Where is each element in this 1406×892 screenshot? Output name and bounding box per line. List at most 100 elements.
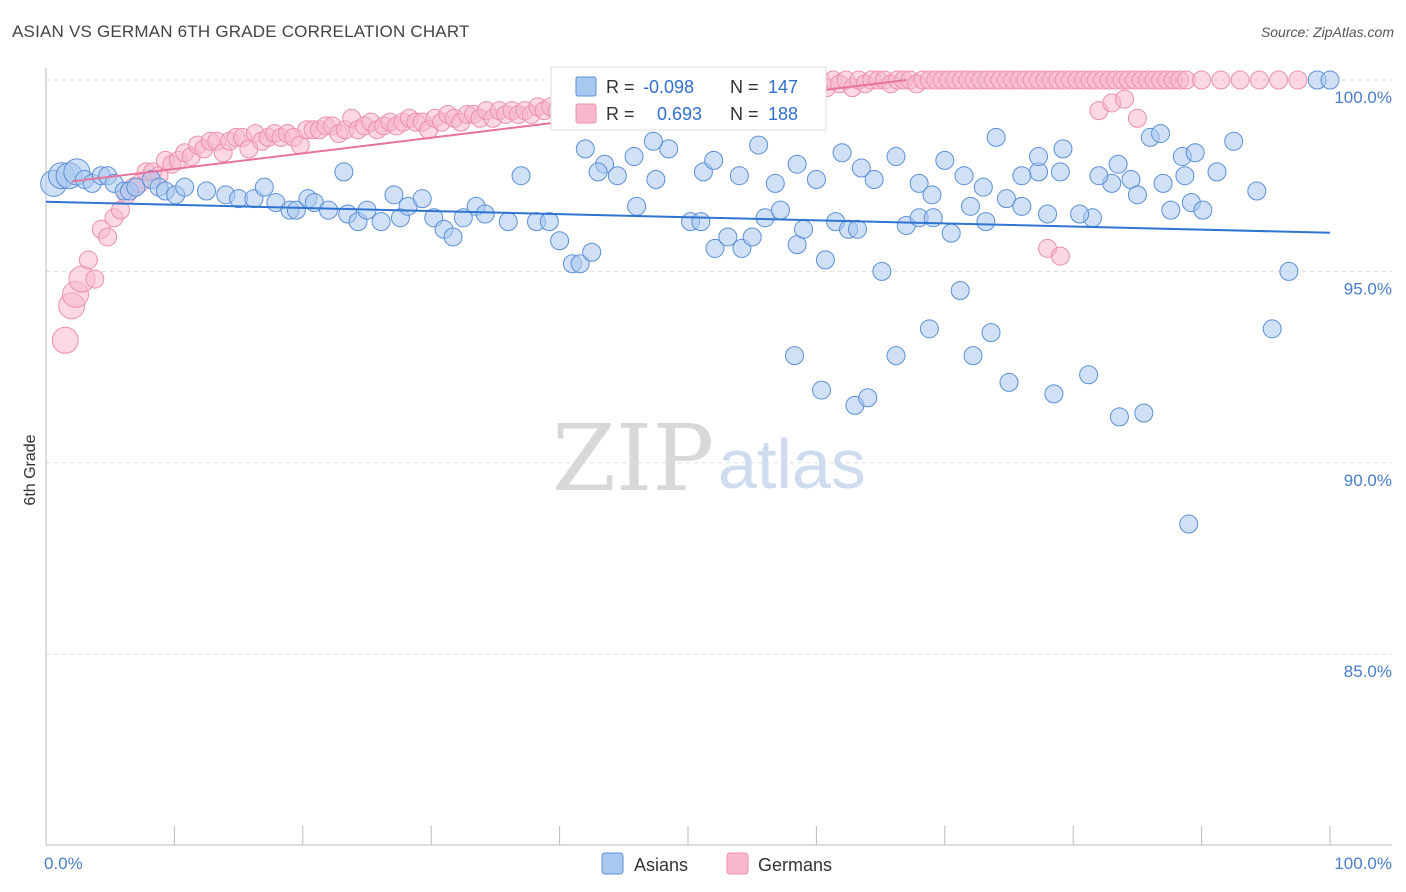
asian-point-16 xyxy=(175,177,195,197)
germans-legend-swatch xyxy=(726,852,749,875)
y-axis-title: 6th Grade xyxy=(22,434,39,505)
german-point-176 xyxy=(1192,70,1212,90)
y-tick-label-2: 90.0% xyxy=(1344,471,1392,490)
german-legend-swatch xyxy=(575,103,597,124)
german-point-5 xyxy=(85,269,105,289)
asian-point-40 xyxy=(453,208,473,228)
asian-point-133 xyxy=(981,323,1001,343)
asian-n-value: 147 xyxy=(768,77,798,97)
asian-point-21 xyxy=(254,177,274,197)
german-n-label: N = xyxy=(730,104,759,124)
y-tick-label-0: 100.0% xyxy=(1334,88,1392,107)
asians-legend-swatch xyxy=(601,852,624,875)
axes xyxy=(45,68,1392,846)
asian-point-115 xyxy=(1070,204,1090,224)
asian-point-75 xyxy=(960,196,980,216)
asians-legend-label: Asians xyxy=(634,855,688,875)
watermark-atlas: atlas xyxy=(718,425,866,503)
asian-point-77 xyxy=(996,189,1016,209)
asian-point-39 xyxy=(443,227,463,247)
asian-point-53 xyxy=(627,196,647,216)
asian-point-57 xyxy=(691,212,711,232)
asian-point-69 xyxy=(872,261,892,281)
asian-point-101 xyxy=(806,170,826,190)
asian-point-90 xyxy=(575,139,595,159)
asian-point-92 xyxy=(624,147,644,167)
asian-point-61 xyxy=(742,227,762,247)
asian-point-59 xyxy=(718,227,738,247)
stats-legend: R = -0.098 N = 147 R = 0.693 N = 188 xyxy=(550,66,827,131)
asian-r-label: R = xyxy=(606,77,635,97)
asian-point-143 xyxy=(1320,70,1340,90)
asian-point-121 xyxy=(1175,166,1195,186)
asian-point-108 xyxy=(935,150,955,170)
asian-point-81 xyxy=(1053,139,1073,159)
asian-point-102 xyxy=(832,143,852,163)
stats-legend-box xyxy=(550,66,827,131)
asian-point-97 xyxy=(749,135,769,155)
german-point-183 xyxy=(1050,246,1070,266)
asian-point-127 xyxy=(812,380,832,400)
asian-point-131 xyxy=(919,319,939,339)
germans-legend-label: Germans xyxy=(758,855,832,875)
asian-point-124 xyxy=(1224,131,1244,151)
asian-point-95 xyxy=(704,150,724,170)
german-point-4 xyxy=(78,250,98,270)
asian-point-140 xyxy=(1262,319,1282,339)
asian-point-27 xyxy=(318,200,338,220)
asian-point-113 xyxy=(1029,147,1049,167)
asian-point-106 xyxy=(909,173,929,193)
german-point-181 xyxy=(1288,70,1308,90)
asian-point-52 xyxy=(607,166,627,186)
asian-point-104 xyxy=(864,170,884,190)
german-point-179 xyxy=(1249,70,1269,90)
y-tick-labels: 100.0% 95.0% 90.0% 85.0% xyxy=(1334,88,1392,681)
asian-point-137 xyxy=(1109,407,1129,427)
german-point-7 xyxy=(98,227,118,247)
y-tick-label-3: 85.0% xyxy=(1344,662,1392,681)
asian-point-32 xyxy=(371,212,391,232)
german-n-value: 188 xyxy=(768,104,798,124)
asian-point-141 xyxy=(1279,261,1299,281)
asian-point-112 xyxy=(1012,166,1032,186)
asian-legend-swatch xyxy=(575,76,597,97)
german-r-label: R = xyxy=(606,104,635,124)
asian-r-value: -0.098 xyxy=(643,77,694,97)
german-point-187 xyxy=(1127,108,1147,128)
asian-point-100 xyxy=(787,154,807,174)
asian-point-62 xyxy=(755,208,775,228)
asian-point-36 xyxy=(412,189,432,209)
asian-point-73 xyxy=(941,223,961,243)
asian-point-58 xyxy=(705,238,725,258)
asian-point-122 xyxy=(1185,143,1205,163)
asian-point-43 xyxy=(498,212,518,232)
asian-points xyxy=(40,70,1340,534)
asian-point-139 xyxy=(1179,514,1199,534)
asian-point-44 xyxy=(511,166,531,186)
german-point-0 xyxy=(51,326,79,354)
asian-point-109 xyxy=(954,166,974,186)
asian-point-99 xyxy=(770,200,790,220)
asian-point-119 xyxy=(1151,124,1171,144)
asian-point-42 xyxy=(475,204,495,224)
asian-n-label: N = xyxy=(730,77,759,97)
asian-point-33 xyxy=(384,185,404,205)
asian-point-86 xyxy=(1153,173,1173,193)
x-tick-label-min: 0.0% xyxy=(44,854,83,873)
asian-point-55 xyxy=(659,139,679,159)
asian-point-91 xyxy=(588,162,608,182)
asian-point-136 xyxy=(1079,365,1099,385)
asian-point-24 xyxy=(286,200,306,220)
german-point-186 xyxy=(1115,89,1135,109)
asian-point-80 xyxy=(1038,204,1058,224)
asian-point-93 xyxy=(643,131,663,151)
asian-point-120 xyxy=(1161,200,1181,220)
asian-point-114 xyxy=(1050,162,1070,182)
german-point-178 xyxy=(1230,70,1250,90)
asian-point-64 xyxy=(794,219,814,239)
asian-point-47 xyxy=(550,231,570,251)
german-point-180 xyxy=(1269,70,1289,90)
asian-point-126 xyxy=(785,346,805,366)
asian-point-132 xyxy=(963,346,983,366)
x-tick-label-max: 100.0% xyxy=(1334,854,1392,873)
